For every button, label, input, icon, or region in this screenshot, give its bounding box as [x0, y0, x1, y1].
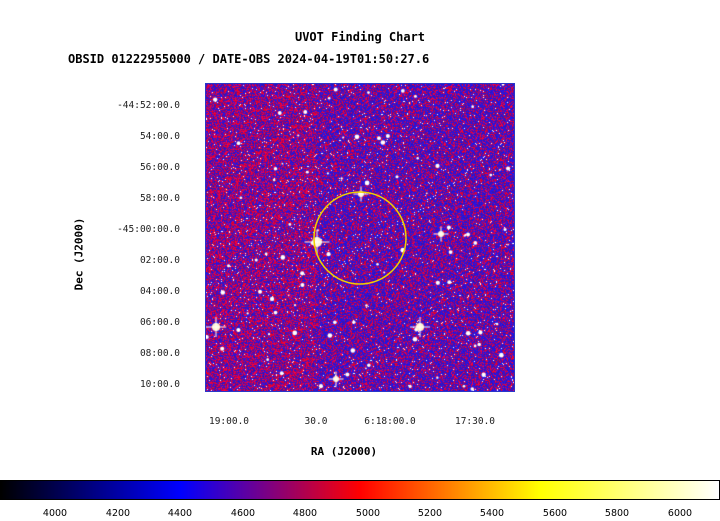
ra-tick-label: 6:18:00.0: [364, 416, 416, 427]
colorbar-tick-label: 5800: [604, 508, 630, 519]
dec-tick-label: -44:52:00.0: [117, 100, 180, 111]
source-region-circle: [313, 191, 407, 285]
dec-tick-label: 54:00.0: [139, 131, 180, 142]
chart-title: UVOT Finding Chart: [294, 30, 426, 44]
dec-tick-label: 06:00.0: [139, 317, 180, 328]
colorbar-tick-label: 5200: [417, 508, 443, 519]
sky-image-canvas: [206, 84, 514, 391]
ra-tick-label: 17:30.0: [454, 416, 496, 427]
colorbar-tick-label: 4200: [105, 508, 131, 519]
colorbar-tick-label: 4000: [42, 508, 68, 519]
colorbar-tick-label: 4800: [292, 508, 318, 519]
colorbar-tick-label: 5000: [355, 508, 381, 519]
dec-tick-label: 02:00.0: [139, 255, 180, 266]
ra-tick-label: 19:00.0: [208, 416, 250, 427]
colorbar-tick-label: 4400: [167, 508, 193, 519]
colorbar-tick-label: 5400: [479, 508, 505, 519]
dec-tick-label: -45:00:00.0: [117, 224, 180, 235]
dec-tick-label: 10:00.0: [139, 379, 180, 390]
sky-image[interactable]: [205, 83, 515, 392]
ra-axis-label: RA (J2000): [310, 445, 378, 458]
chart-subtitle: OBSID 01222955000 / DATE-OBS 2024-04-19T…: [68, 52, 430, 66]
region-overlay: [313, 191, 407, 285]
dec-tick-label: 58:00.0: [139, 193, 180, 204]
colorbar-tick-label: 6000: [667, 508, 693, 519]
dec-tick-label: 04:00.0: [139, 286, 180, 297]
colorbar-tick-label: 4600: [230, 508, 256, 519]
colorbar-tick-label: 5600: [542, 508, 568, 519]
dec-tick-label: 56:00.0: [139, 162, 180, 173]
ra-tick-label: 30.0: [304, 416, 328, 427]
colorbar: [0, 480, 720, 500]
dec-tick-label: 08:00.0: [139, 348, 180, 359]
